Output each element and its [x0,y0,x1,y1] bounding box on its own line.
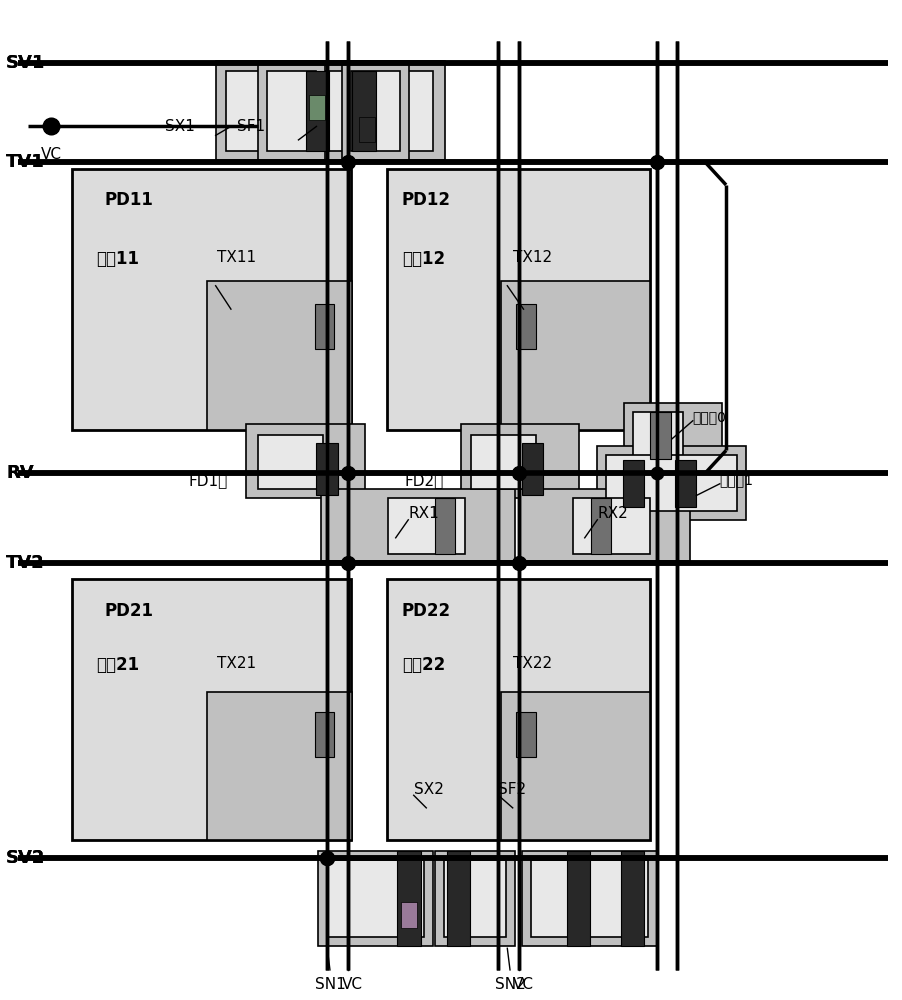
Text: PD22: PD22 [401,602,451,620]
Text: SV1: SV1 [6,54,45,72]
Text: TV1: TV1 [6,153,44,171]
Bar [621,460,643,507]
Bar [400,902,417,928]
Bar [632,412,682,459]
Bar [258,61,325,160]
Bar [521,443,543,495]
Bar [318,851,433,946]
Text: SV2: SV2 [6,849,45,867]
Text: FD2～: FD2～ [404,473,444,488]
Text: VC: VC [41,147,61,162]
Bar [674,460,695,507]
Text: SN2: SN2 [494,977,525,992]
Bar [530,860,647,937]
Bar [267,71,316,151]
Text: SN1: SN1 [314,977,345,992]
Bar [516,304,536,349]
Bar [397,851,420,946]
Bar [388,498,465,554]
Bar [460,424,579,498]
Text: PD12: PD12 [401,191,450,209]
Bar [350,71,400,151]
Bar [605,455,736,511]
Bar [501,281,649,430]
Text: TV1: TV1 [6,153,44,171]
Text: RX1: RX1 [408,506,438,521]
Text: TX22: TX22 [512,656,551,671]
Text: SF1: SF1 [237,119,265,134]
Text: VC: VC [342,977,363,992]
Text: SV2: SV2 [6,849,45,867]
Bar [246,424,364,498]
Bar [71,169,350,430]
Bar [320,489,514,561]
Text: TX11: TX11 [217,250,256,265]
Bar [386,579,649,840]
Text: 接触孔1: 接触孔1 [719,473,753,487]
Text: TX12: TX12 [512,250,551,265]
Text: VC: VC [512,977,533,992]
Bar [207,281,352,430]
Bar [519,489,689,561]
Text: RX2: RX2 [597,506,628,521]
Bar [649,412,670,459]
Bar [623,403,721,466]
Text: RV: RV [6,464,33,482]
Bar [352,71,375,151]
Bar [327,860,424,937]
Bar [435,851,514,946]
Text: 像素22: 像素22 [401,656,445,674]
Bar [444,860,505,937]
Bar [597,446,745,520]
Bar [226,71,433,151]
Text: 像素21: 像素21 [96,656,139,674]
Bar [71,579,350,840]
Text: 像素11: 像素11 [96,250,139,268]
Bar [358,117,374,142]
Bar [446,851,470,946]
Text: SF2: SF2 [498,782,526,797]
Bar [620,851,643,946]
Bar [501,692,649,840]
Text: TV2: TV2 [6,554,44,572]
Text: SV1: SV1 [6,54,45,72]
Text: PD21: PD21 [105,602,153,620]
Text: 像素12: 像素12 [401,250,445,268]
Bar [316,443,337,495]
Bar [386,169,649,430]
Bar [314,304,334,349]
Text: 接触孔0: 接触孔0 [692,410,726,424]
Bar [516,712,536,757]
Bar [471,435,536,489]
Text: SX1: SX1 [165,119,195,134]
Bar [258,435,322,489]
Text: RV: RV [6,464,33,482]
Bar [341,61,409,160]
Bar [591,498,610,554]
Text: FD1～: FD1～ [189,473,227,488]
Bar [435,498,455,554]
Text: TV2: TV2 [6,554,44,572]
Bar [308,95,325,120]
Bar [566,851,590,946]
Bar [314,712,334,757]
Bar [521,851,656,946]
Bar [207,692,352,840]
Bar [573,498,649,554]
Text: SX2: SX2 [413,782,443,797]
Bar [305,71,328,151]
Bar [216,61,445,160]
Text: TX21: TX21 [217,656,256,671]
Text: PD11: PD11 [105,191,153,209]
